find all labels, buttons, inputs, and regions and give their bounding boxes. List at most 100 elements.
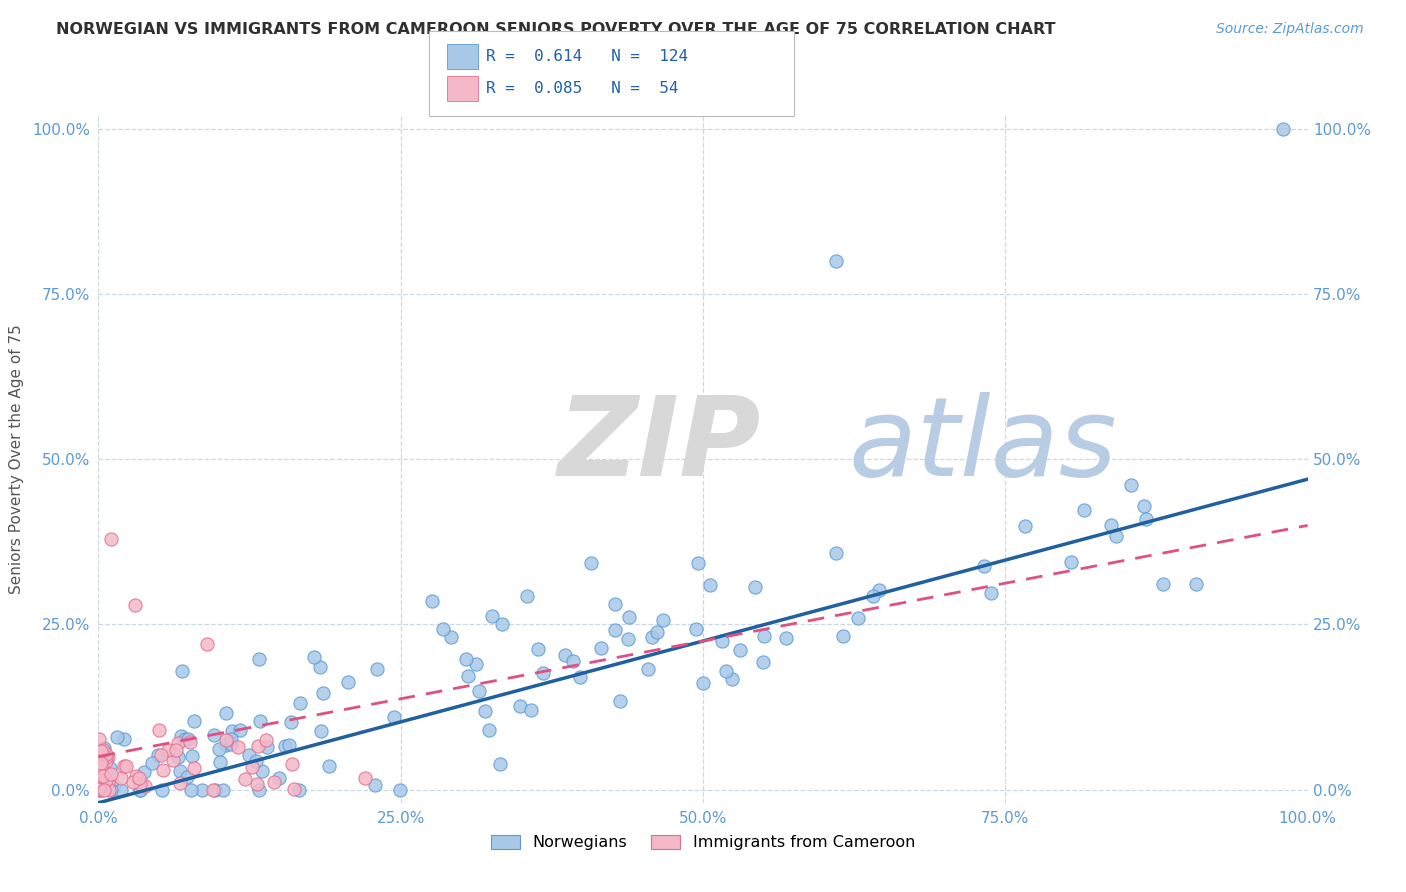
Point bbox=[212, 782, 235, 797]
Point bbox=[364, 779, 387, 793]
Point bbox=[491, 617, 513, 632]
Point bbox=[93, 782, 115, 797]
Point bbox=[641, 630, 664, 644]
Point bbox=[191, 782, 214, 797]
Point bbox=[169, 776, 191, 790]
Point bbox=[457, 669, 479, 683]
Text: R =  0.614   N =  124: R = 0.614 N = 124 bbox=[486, 49, 689, 63]
Point bbox=[115, 759, 138, 773]
Point bbox=[221, 724, 243, 739]
Point bbox=[93, 741, 115, 756]
Point bbox=[176, 770, 198, 784]
Point bbox=[97, 749, 120, 764]
Point bbox=[318, 759, 340, 773]
Point bbox=[94, 773, 117, 788]
Point bbox=[124, 598, 146, 612]
Point bbox=[531, 666, 554, 681]
Y-axis label: Seniors Poverty Over the Age of 75: Seniors Poverty Over the Age of 75 bbox=[8, 325, 24, 594]
Point bbox=[645, 624, 668, 639]
Point bbox=[456, 651, 478, 665]
Point bbox=[468, 684, 491, 698]
Point bbox=[1121, 478, 1143, 492]
Point bbox=[219, 732, 242, 747]
Point bbox=[699, 578, 721, 592]
Point bbox=[90, 744, 112, 758]
Point bbox=[710, 634, 733, 648]
Point bbox=[89, 746, 111, 760]
Point bbox=[100, 532, 122, 546]
Point bbox=[146, 748, 169, 763]
Point bbox=[170, 664, 193, 678]
Point bbox=[609, 694, 631, 708]
Text: Source: ZipAtlas.com: Source: ZipAtlas.com bbox=[1216, 22, 1364, 37]
Text: NORWEGIAN VS IMMIGRANTS FROM CAMEROON SENIORS POVERTY OVER THE AGE OF 75 CORRELA: NORWEGIAN VS IMMIGRANTS FROM CAMEROON SE… bbox=[56, 22, 1056, 37]
Point bbox=[87, 782, 110, 797]
Point bbox=[312, 686, 335, 700]
Point bbox=[177, 731, 200, 746]
Point bbox=[273, 739, 295, 753]
Point bbox=[129, 782, 152, 797]
Point bbox=[245, 754, 267, 768]
Point bbox=[96, 747, 118, 762]
Point bbox=[167, 735, 190, 749]
Point bbox=[554, 648, 576, 663]
Point bbox=[174, 732, 197, 747]
Point bbox=[336, 675, 359, 690]
Point bbox=[87, 782, 110, 797]
Point bbox=[195, 637, 218, 651]
Point bbox=[527, 641, 550, 656]
Point bbox=[603, 598, 626, 612]
Point bbox=[179, 735, 201, 749]
Point bbox=[1073, 503, 1095, 517]
Point bbox=[201, 782, 224, 797]
Point bbox=[157, 743, 180, 757]
Point bbox=[474, 704, 496, 718]
Point bbox=[87, 781, 110, 796]
Point bbox=[1272, 122, 1295, 136]
Legend: Norwegians, Immigrants from Cameroon: Norwegians, Immigrants from Cameroon bbox=[485, 829, 921, 856]
Point bbox=[744, 580, 766, 594]
Point bbox=[686, 556, 709, 570]
Point bbox=[180, 748, 202, 763]
Point bbox=[617, 632, 640, 646]
Point bbox=[581, 557, 603, 571]
Point bbox=[382, 709, 405, 723]
Point bbox=[288, 696, 311, 710]
Point bbox=[728, 643, 751, 657]
Point bbox=[149, 748, 172, 763]
Point bbox=[169, 764, 191, 778]
Point bbox=[150, 782, 173, 797]
Point bbox=[100, 782, 122, 797]
Point bbox=[846, 611, 869, 625]
Point bbox=[208, 742, 231, 756]
Point bbox=[256, 740, 278, 755]
Point bbox=[516, 589, 538, 603]
Point bbox=[980, 586, 1002, 600]
Point bbox=[832, 629, 855, 643]
Point bbox=[110, 771, 132, 785]
Point bbox=[215, 706, 238, 720]
Point bbox=[183, 714, 205, 729]
Point bbox=[288, 782, 311, 797]
Point bbox=[128, 777, 150, 791]
Point bbox=[489, 757, 512, 772]
Point bbox=[100, 761, 122, 775]
Point bbox=[249, 714, 271, 729]
Point bbox=[605, 623, 627, 637]
Point bbox=[91, 742, 114, 756]
Point bbox=[125, 769, 148, 783]
Point bbox=[98, 782, 121, 797]
Point bbox=[1099, 518, 1122, 533]
Point bbox=[366, 662, 388, 676]
Point bbox=[105, 730, 128, 744]
Point bbox=[240, 760, 263, 774]
Point bbox=[129, 782, 152, 797]
Point bbox=[110, 782, 132, 797]
Point bbox=[183, 761, 205, 775]
Point bbox=[267, 771, 290, 785]
Point bbox=[141, 756, 163, 770]
Point bbox=[254, 733, 277, 747]
Point bbox=[100, 766, 122, 780]
Point bbox=[277, 739, 299, 753]
Point bbox=[637, 662, 659, 676]
